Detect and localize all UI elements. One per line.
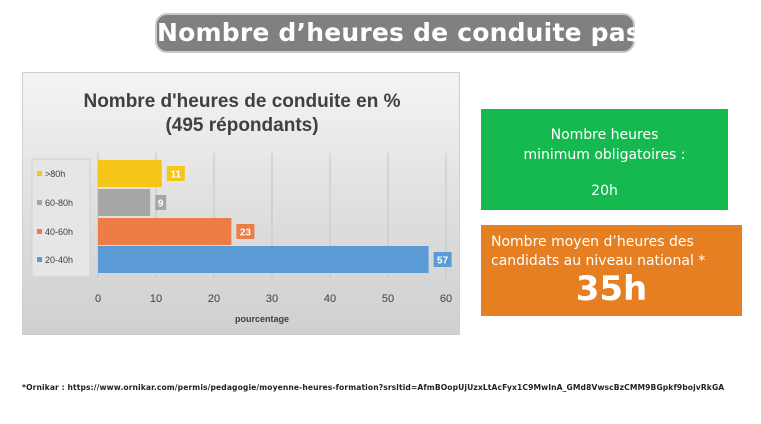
legend-swatch <box>37 200 42 205</box>
average-hours-box: Nombre moyen d’heures des candidats au n… <box>481 225 742 316</box>
minimum-hours-label-line1: Nombre heures <box>550 127 659 143</box>
legend-label: 40-60h <box>45 227 73 237</box>
legend-label: 20-40h <box>45 255 73 265</box>
legend-swatch <box>37 171 42 176</box>
data-label: 9 <box>158 199 164 210</box>
chart-legend: >80h 60-80h 40-60h 20-40h <box>31 158 91 278</box>
average-hours-label-line1: Nombre moyen d’heures des <box>491 234 694 250</box>
x-tick-label: 0 <box>95 293 101 305</box>
average-hours-value: 35h <box>575 269 648 309</box>
x-tick-label: 60 <box>440 293 452 305</box>
data-label: 57 <box>437 256 449 267</box>
x-tick-label: 10 <box>150 293 162 305</box>
source-footnote: *Ornikar : https://www.ornikar.com/permi… <box>22 383 725 392</box>
chart-panel: Nombre d'heures de conduite en % (495 ré… <box>22 72 460 335</box>
legend-label: >80h <box>45 169 65 179</box>
x-tick-label: 50 <box>382 293 394 305</box>
slide-title: Nombre d’heures de conduite passées <box>155 13 705 53</box>
minimum-hours-label-line2: minimum obligatoires : <box>523 147 686 163</box>
x-tick-label: 30 <box>266 293 278 305</box>
chart-subtitle: (495 répondants) <box>165 115 318 136</box>
x-axis-ticks: 0 10 20 30 40 50 60 <box>95 293 452 305</box>
chart-title: Nombre d'heures de conduite en % <box>83 91 400 112</box>
legend-swatch <box>37 229 42 234</box>
chart-bars: 11 9 23 57 <box>98 160 452 273</box>
legend-label: 60-80h <box>45 198 73 208</box>
data-label: 11 <box>171 170 182 181</box>
bar-chart: Nombre d'heures de conduite en % (495 ré… <box>31 91 452 324</box>
x-tick-label: 20 <box>208 293 220 305</box>
data-label-box <box>433 252 452 267</box>
x-axis-label: pourcentage <box>235 314 289 324</box>
bar <box>98 218 232 245</box>
bar <box>98 189 151 216</box>
data-label-box <box>166 166 185 181</box>
data-label: 23 <box>240 228 252 239</box>
x-tick-label: 40 <box>324 293 336 305</box>
bar <box>98 160 162 187</box>
minimum-hours-value: 20h <box>591 183 618 199</box>
minimum-hours-box: Nombre heures minimum obligatoires : 20h <box>481 109 728 210</box>
legend-swatch <box>37 257 42 262</box>
data-label-box <box>155 195 167 210</box>
data-label-box <box>236 224 255 239</box>
bar <box>98 246 429 273</box>
average-hours-label-line2: candidats au niveau national * <box>491 253 706 269</box>
